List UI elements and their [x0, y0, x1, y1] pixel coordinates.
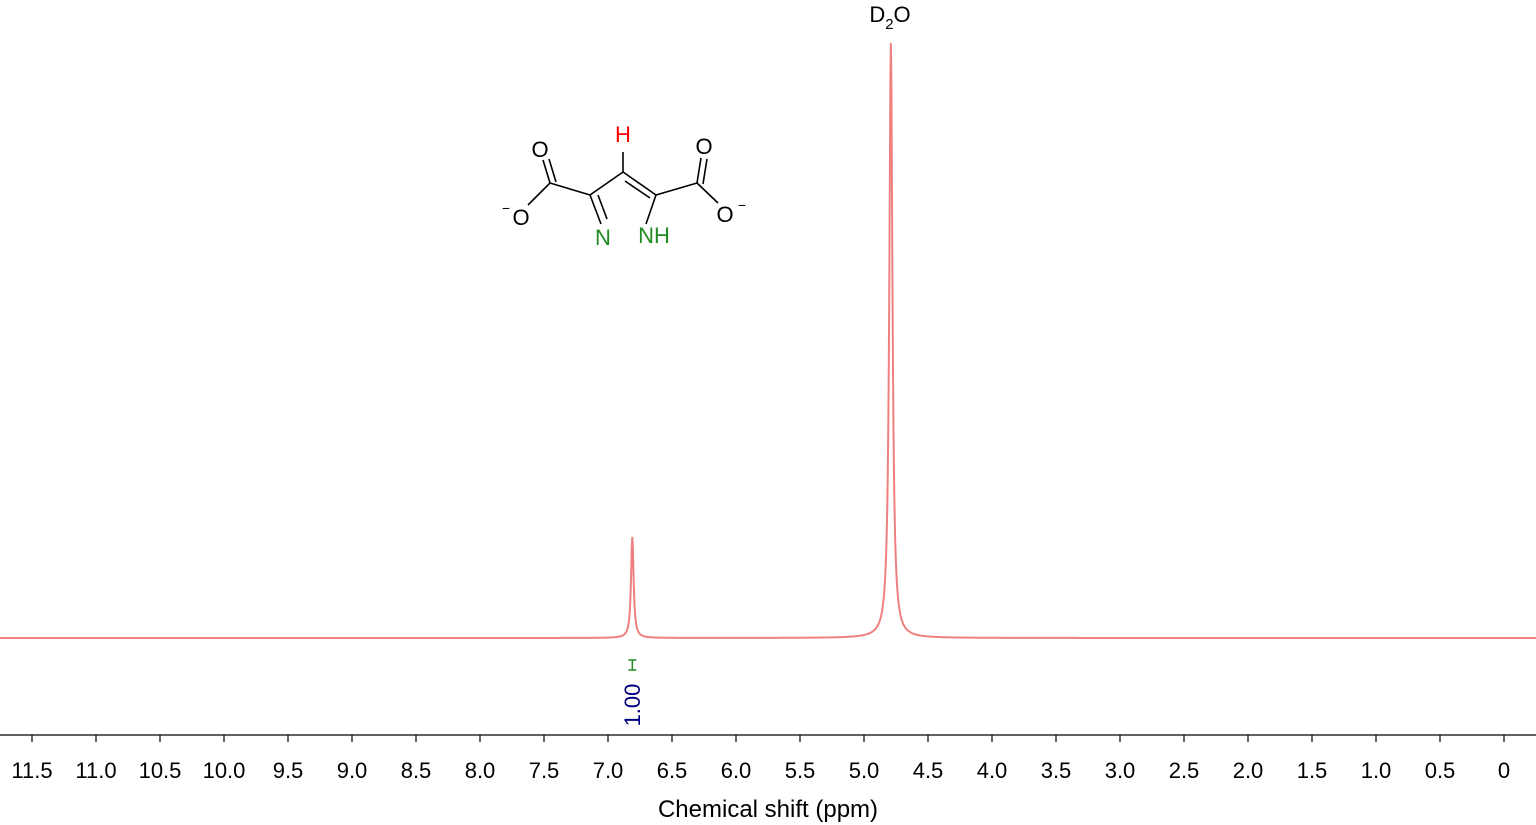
x-tick-label: 3.5: [1041, 758, 1072, 783]
solvent-peak-label: D2O: [869, 2, 910, 33]
x-tick-label: 0.5: [1425, 758, 1456, 783]
x-tick-label: 9.0: [337, 758, 368, 783]
bond-c5-n1: [645, 194, 657, 225]
bond-c4-c3: [589, 171, 624, 196]
x-tick-label: 6.0: [721, 758, 752, 783]
x-tick-label: 11.0: [75, 758, 116, 783]
charge-left: −: [502, 200, 510, 216]
atom-o-left-anion: O: [512, 205, 529, 230]
bond-right-co-double: [696, 157, 702, 184]
x-tick-label: 2.0: [1233, 758, 1264, 783]
x-tick-label: 4.5: [913, 758, 944, 783]
x-tick-label: 2.5: [1169, 758, 1200, 783]
x-tick-label: 4.0: [977, 758, 1008, 783]
integral-marker: 1.00: [620, 659, 645, 727]
bond-c3-carboxyl-left: [549, 182, 591, 196]
x-tick-label: 1.5: [1297, 758, 1328, 783]
bond-right-co-double-2: [702, 158, 708, 185]
x-tick-label: 10.5: [139, 758, 182, 783]
x-tick-label: 8.0: [465, 758, 496, 783]
integral-bracket: [628, 659, 637, 671]
x-tick-label: 7.5: [529, 758, 560, 783]
atom-h: H: [615, 122, 631, 147]
bond-c3-n2-double: [597, 194, 608, 220]
x-tick-label: 5.5: [785, 758, 816, 783]
bond-right-co-single: [696, 182, 719, 204]
bond-left-co-single: [527, 182, 551, 206]
integral-value: 1.00: [620, 684, 645, 727]
x-tick-label: 7.0: [593, 758, 624, 783]
x-tick-label: 9.5: [273, 758, 304, 783]
bond-c4-c5-double: [624, 180, 651, 199]
x-tick-label: 8.5: [401, 758, 432, 783]
x-tick-label: 6.5: [657, 758, 688, 783]
atom-n: N: [595, 225, 611, 250]
bond-c5-carboxyl-right: [655, 182, 698, 196]
x-tick-label: 5.0: [849, 758, 880, 783]
x-tick-label: 10.0: [203, 758, 246, 783]
x-tick-label: 11.5: [11, 758, 52, 783]
charge-right: −: [738, 197, 746, 213]
bond-c3-n2: [589, 194, 602, 225]
bond-c4-c5: [622, 171, 657, 196]
atom-nh: NH: [638, 223, 670, 248]
x-axis-title: Chemical shift (ppm): [658, 796, 878, 823]
atom-o-right-carbonyl: O: [695, 134, 712, 159]
atom-o-left-carbonyl: O: [531, 137, 548, 162]
x-axis-ticks: 11.5 11.0 10.5 10.0 9.5 9.0 8.5 8.0 7.5 7.0 6.5 6.0…: [11, 735, 1510, 783]
spectrum-trace: [0, 42, 1536, 639]
bond-left-co-double: [542, 159, 551, 184]
bond-left-co-double-2: [548, 158, 557, 183]
x-tick-label: 0: [1498, 758, 1510, 783]
atom-o-right-anion: O: [716, 202, 733, 227]
molecule-structure: H O O − O O − N NH: [502, 122, 746, 250]
x-tick-label: 3.0: [1105, 758, 1136, 783]
x-tick-label: 1.0: [1361, 758, 1392, 783]
structure-bonds: [527, 152, 719, 225]
